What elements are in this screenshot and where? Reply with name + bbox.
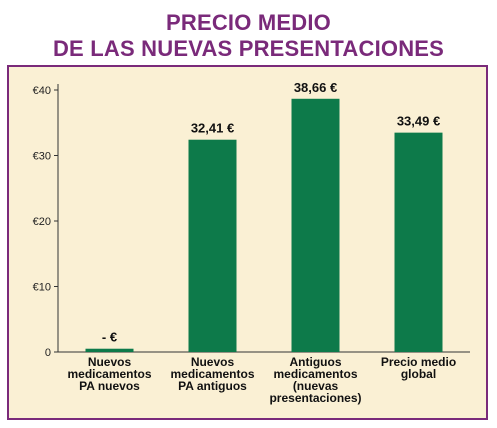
x-category-label: medicamentos bbox=[67, 367, 151, 381]
y-tick-label: €30 bbox=[33, 151, 51, 163]
x-category-label: medicamentos bbox=[273, 367, 357, 381]
bar bbox=[188, 139, 237, 352]
bar bbox=[394, 132, 443, 352]
x-category-label: Nuevos bbox=[191, 355, 235, 369]
x-category-label: (nuevas bbox=[293, 379, 339, 393]
bar-value-label: 38,66 € bbox=[294, 80, 337, 95]
bar-value-label: - € bbox=[102, 330, 117, 345]
y-tick-label: 0 bbox=[45, 347, 51, 359]
y-tick-label: €40 bbox=[33, 85, 51, 97]
x-category-label: PA nuevos bbox=[79, 379, 140, 393]
bar bbox=[85, 348, 134, 352]
y-tick-label: €10 bbox=[33, 282, 51, 294]
x-category-label: global bbox=[401, 367, 436, 381]
x-category-label: PA antiguos bbox=[178, 379, 247, 393]
bar bbox=[291, 98, 340, 352]
x-category-label: Precio medio bbox=[381, 355, 456, 369]
chart-title-line-1: PRECIO MEDIO bbox=[166, 10, 331, 35]
x-category-label: medicamentos bbox=[170, 367, 254, 381]
bar-value-label: 32,41 € bbox=[191, 121, 234, 136]
chart-title-line-2: DE LAS NUEVAS PRESENTACIONES bbox=[52, 36, 445, 61]
x-category-label: Nuevos bbox=[88, 355, 132, 369]
x-category-label: Antiguos bbox=[290, 355, 342, 369]
bar-value-label: 33,49 € bbox=[397, 114, 440, 129]
chart-title: PRECIO MEDIO DE LAS NUEVAS PRESENTACIONE… bbox=[0, 10, 497, 62]
x-category-label: presentaciones) bbox=[269, 391, 361, 405]
y-tick-label: €20 bbox=[33, 216, 51, 228]
